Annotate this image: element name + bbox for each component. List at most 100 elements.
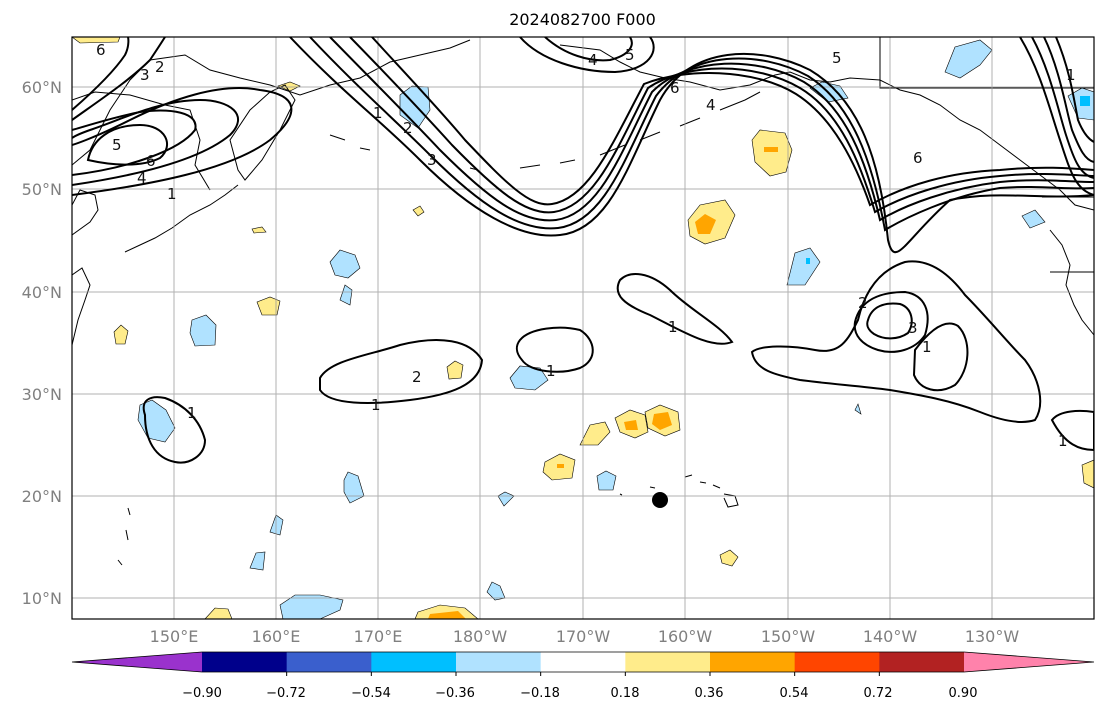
contour-lines [72,37,1094,464]
contour-line [72,37,166,121]
positive-patch [204,607,233,619]
colorbar-segment [710,652,796,672]
contour-line [349,37,1094,214]
contour-line [86,123,169,166]
contour-label: 3 [908,319,918,337]
contour-line [72,37,130,111]
map-title: 2024082700 F000 [509,10,656,29]
pacific-northwest-coast [1049,229,1094,336]
lat-tick-label: 40°N [22,283,62,302]
station-marker [652,492,668,508]
contour-label: 6 [96,41,106,59]
positive-core [428,611,466,619]
lon-tick-label: 150°E [150,627,199,646]
negative-patch [1021,209,1046,229]
contour-line [1043,37,1094,163]
contour-line [750,260,1042,423]
positive-core [557,464,564,468]
negative-patch [786,247,821,286]
negative-patch [329,249,361,279]
contour-line [72,87,293,196]
contour-line [142,396,207,464]
contour-label: 1 [1066,66,1076,84]
negative-patch [854,403,862,415]
colorbar-segment [456,652,542,672]
contour-line [519,37,655,74]
contour-line [853,290,929,353]
colorbar-segment [879,652,965,672]
lon-tick-label: 150°W [761,627,816,646]
negative-patch [509,365,549,391]
contour-label: 1 [373,104,383,122]
contour-label: 2 [403,119,413,137]
negative-patch [596,470,617,491]
contour-label: 1 [668,318,678,336]
colorbar-segment [794,652,880,672]
positive-patch [719,549,739,567]
colorbar-outline [71,651,1095,673]
contour-label: 5 [112,136,122,154]
longitude-axis: 150°E 160°E 170°E 180°W 170°W 160°W 150°… [150,627,1020,646]
contour-label: 1 [546,362,556,380]
lon-tick-label: 140°W [863,627,918,646]
negative-patch [486,581,506,601]
contour-label: 1 [922,338,932,356]
negative-patch [189,314,217,347]
aleutian-islands [329,91,761,171]
lon-tick-label: 170°W [556,627,611,646]
colorbar [71,651,1095,676]
contour-label: 2 [412,368,422,386]
lon-tick-label: 130°W [965,627,1020,646]
contour-label: 2 [858,294,868,312]
contour-line [72,109,197,176]
colorbar-tick-label: 0.54 [780,686,809,701]
contour-line [371,37,1094,207]
positive-patch [256,296,281,316]
contour-line [1050,410,1094,452]
lat-tick-label: 60°N [22,78,62,97]
lat-tick-label: 10°N [22,589,62,608]
contour-labels: 6 5 4 3 2 1 6 4 5 6 1 5 6 4 3 2 1 1 2 1 … [96,41,1076,450]
negative-patch [249,551,266,571]
contour-label: 3 [140,66,150,84]
negative-core [1080,96,1090,106]
lon-tick-label: 160°E [252,627,301,646]
contour-line [1055,37,1094,143]
northwest-hawaii-islands [619,486,656,496]
marshall-islands [117,507,131,566]
contour-label: 2 [155,58,165,76]
lat-tick-label: 30°N [22,385,62,404]
negative-core [806,258,810,264]
colorbar-tick-label: −0.36 [435,686,475,701]
contour-label: 3 [427,151,437,169]
colorbar-tick-label: −0.54 [351,686,391,701]
contour-line [1031,37,1094,179]
positive-core [652,412,672,430]
positive-patch [412,205,425,217]
contour-label: 4 [706,96,716,114]
colorbar-segment [286,652,372,672]
colorbar-segment [371,652,457,672]
positive-patch [1081,459,1094,489]
negative-patch [279,594,344,619]
colorbar-tick-label: −0.90 [182,686,222,701]
positive-patch [751,129,793,177]
plot-frame [71,36,1095,620]
colorbar-extend-low [72,652,202,672]
colorbar-tick-label: −0.72 [266,686,306,701]
latitude-axis: 60°N 50°N 40°N 30°N 20°N 10°N [22,78,62,608]
positive-core [764,147,778,152]
colorbar-tick-label: 0.18 [611,686,640,701]
colorbar-ticks: −0.90 −0.72 −0.54 −0.36 −0.18 0.18 0.36 … [182,686,977,701]
japan-coast [72,189,99,236]
canada-border [879,37,1094,89]
contour-label: 6 [670,79,680,97]
lon-tick-label: 170°E [354,627,403,646]
contour-line [1019,37,1094,196]
positive-patch [251,226,267,234]
positive-patch [72,37,121,44]
contour-label: 1 [187,404,197,422]
contour-label: 1 [371,396,381,414]
colorbar-tick-label: −0.18 [520,686,560,701]
